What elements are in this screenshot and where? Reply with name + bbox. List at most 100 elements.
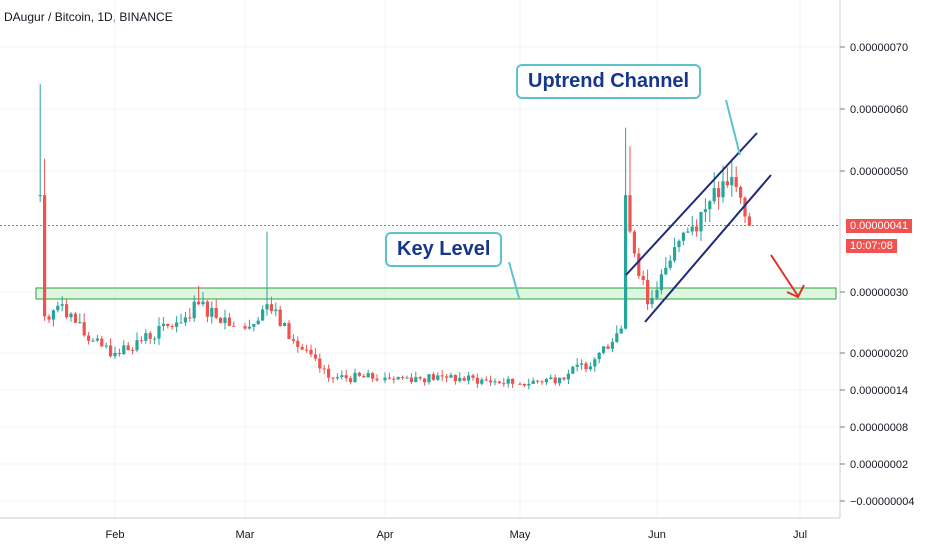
candle-body xyxy=(423,378,427,383)
candle-body xyxy=(725,181,729,186)
candle-body xyxy=(265,304,269,310)
candle-body xyxy=(734,177,738,188)
candle-body xyxy=(87,335,91,341)
candle-body xyxy=(157,326,161,339)
candle-body xyxy=(544,379,548,383)
candle-body xyxy=(256,320,260,325)
candle-body xyxy=(414,377,418,383)
candle-body xyxy=(126,345,130,351)
price-tick-label: 0.00000008 xyxy=(850,422,908,434)
key-level-callout: Key Level xyxy=(385,232,503,267)
candle-body xyxy=(300,346,304,350)
price-tick-label: 0.00000070 xyxy=(850,42,908,54)
candle-body xyxy=(489,380,493,383)
candle-body xyxy=(357,372,361,376)
price-tick-label: 0.00000020 xyxy=(850,348,908,360)
price-tick-label: 0.00000050 xyxy=(850,166,908,178)
candle-body xyxy=(109,345,113,357)
price-tick-label: 0.00000014 xyxy=(850,385,908,397)
candle-body xyxy=(179,322,183,324)
candle-body xyxy=(47,316,51,320)
candle-body xyxy=(340,375,344,378)
candle-body xyxy=(104,345,108,347)
candle-body xyxy=(606,346,610,349)
candle-body xyxy=(322,368,326,370)
candle-body xyxy=(175,322,179,327)
candle-body xyxy=(69,313,73,318)
candle-body xyxy=(148,333,152,339)
candle-body xyxy=(405,377,409,379)
candle-body xyxy=(624,195,628,329)
candle-body xyxy=(183,317,187,323)
candle-body xyxy=(153,338,157,340)
candle-body xyxy=(144,333,148,341)
candle-body xyxy=(252,324,256,327)
candle-body xyxy=(371,373,375,379)
candles xyxy=(38,84,751,390)
time-tick-label: Apr xyxy=(376,529,393,541)
candle-body xyxy=(366,373,370,378)
channel-lower-line[interactable] xyxy=(644,174,772,323)
support-zone xyxy=(35,287,837,300)
candle-body xyxy=(122,345,126,355)
candle-body xyxy=(91,340,95,342)
candle-body xyxy=(60,304,64,306)
candle-body xyxy=(717,188,721,198)
candle-body xyxy=(536,380,540,382)
candle-body xyxy=(387,377,391,379)
candle-body xyxy=(511,378,515,384)
bar-countdown-badge: 10:07:08 xyxy=(846,239,897,253)
candle-body xyxy=(219,317,223,324)
candle-body xyxy=(427,374,431,383)
candle-body xyxy=(641,275,645,281)
current-price-badge: 0.00000041 xyxy=(846,219,913,233)
candle-body xyxy=(655,290,659,298)
candle-body xyxy=(353,372,357,383)
uptrend-channel-callout: Uptrend Channel xyxy=(516,64,702,99)
candle-body xyxy=(584,363,588,370)
candle-body xyxy=(188,317,192,319)
key-level-zone xyxy=(35,287,837,300)
time-tick-label: Jun xyxy=(648,529,666,541)
candle-body xyxy=(269,304,273,312)
candle-body xyxy=(283,323,287,327)
candle-body xyxy=(497,381,501,384)
candle-body xyxy=(261,309,265,321)
time-tick-label: Feb xyxy=(106,529,125,541)
candle-body xyxy=(362,375,366,378)
drawing-overlays xyxy=(0,99,840,323)
candle-body xyxy=(619,328,623,334)
candle-body xyxy=(436,375,440,380)
candle-body xyxy=(375,378,379,381)
candle-body xyxy=(331,377,335,379)
candle-body xyxy=(721,181,725,198)
candle-body xyxy=(540,381,544,383)
candle-body xyxy=(95,338,99,341)
projection-arrow[interactable] xyxy=(770,254,799,297)
candle-body xyxy=(646,280,650,305)
candle-body xyxy=(445,376,449,378)
candle-body xyxy=(580,363,584,365)
candle-body xyxy=(571,366,575,374)
candle-body xyxy=(664,267,668,275)
price-axis[interactable]: 0.00000070 0.00000060 0.00000050 0.00000030… xyxy=(839,0,915,518)
candle-body xyxy=(56,305,60,311)
candle-body xyxy=(502,383,506,385)
candle-body xyxy=(493,381,497,383)
candle-body xyxy=(699,212,703,232)
candle-body xyxy=(135,340,139,351)
candle-body xyxy=(588,366,592,370)
candle-body xyxy=(418,377,422,379)
candle-body xyxy=(82,322,86,336)
candle-body xyxy=(690,226,694,232)
candle-body xyxy=(462,377,466,381)
candle-body xyxy=(686,231,690,233)
candle-body xyxy=(597,352,601,360)
uptrend-callout-pointer xyxy=(725,99,741,156)
time-axis[interactable]: Feb Mar Apr May Jun Jul xyxy=(0,517,840,541)
candle-body xyxy=(335,377,339,379)
candle-body xyxy=(409,377,413,383)
channel-upper-line[interactable] xyxy=(625,132,758,276)
candle-body xyxy=(637,253,641,276)
